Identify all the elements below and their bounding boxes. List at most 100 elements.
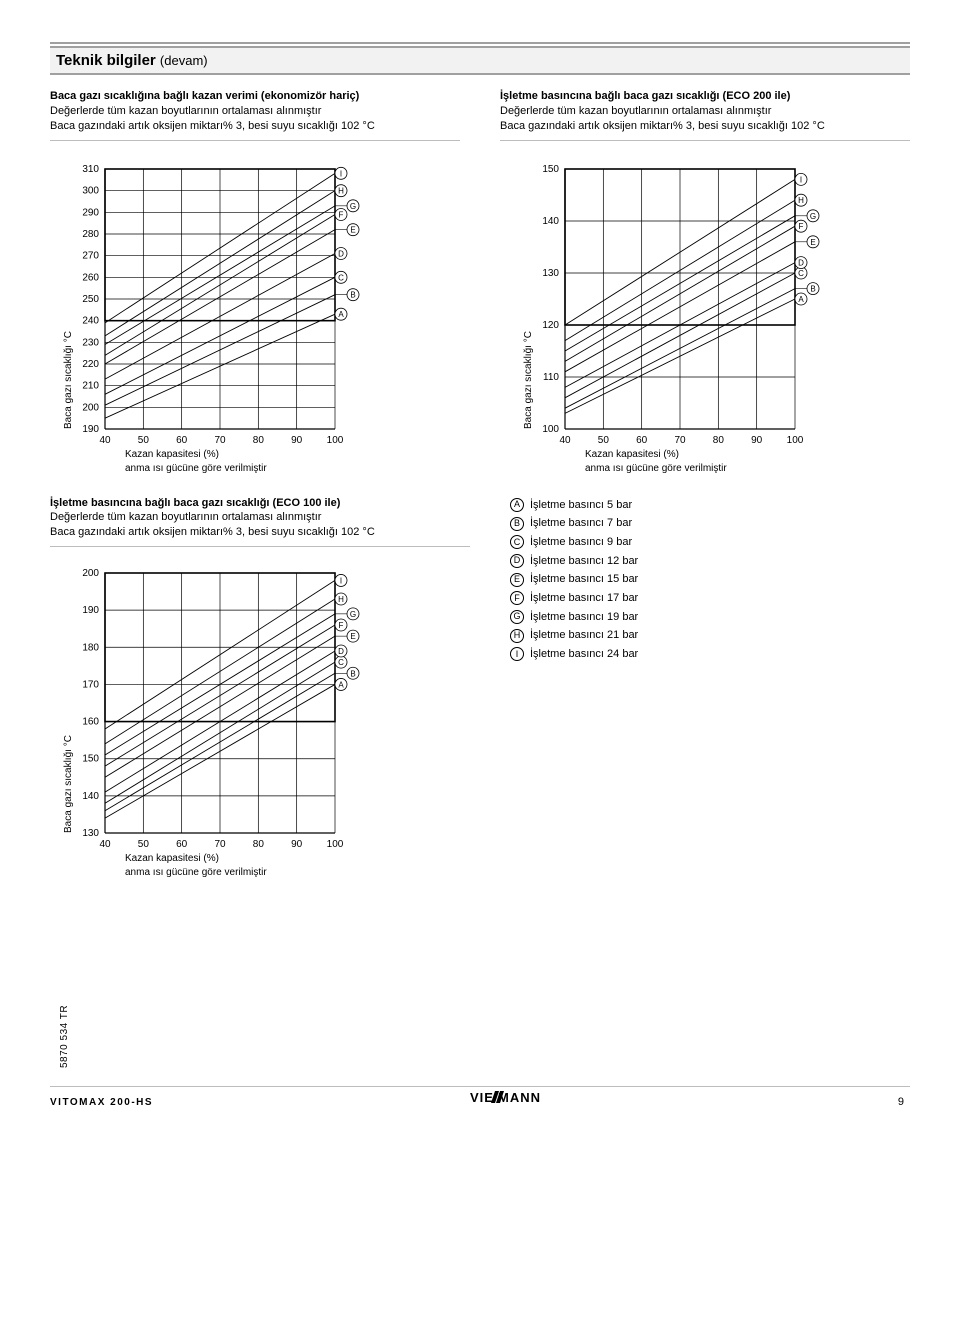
svg-text:100: 100 <box>327 839 344 850</box>
legend-text: İşletme basıncı 19 bar <box>530 608 638 627</box>
intro-block-2: İşletme basıncına bağlı baca gazı sıcakl… <box>500 89 910 134</box>
svg-text:260: 260 <box>82 272 99 283</box>
legend-text: İşletme basıncı 17 bar <box>530 589 638 608</box>
legend-key-icon: F <box>510 591 524 605</box>
legend-text: İşletme basıncı 12 bar <box>530 552 638 571</box>
svg-text:150: 150 <box>82 754 99 765</box>
b3-l1: İşletme basıncına bağlı baca gazı sıcakl… <box>50 496 470 511</box>
legend-row: B İşletme basıncı 7 bar <box>510 514 910 533</box>
svg-text:E: E <box>350 225 355 234</box>
chart-2: 150140130120110100405060708090100Kazan k… <box>510 159 930 482</box>
legend-key-icon: H <box>510 629 524 643</box>
legend-text: İşletme basıncı 21 bar <box>530 626 638 645</box>
svg-text:140: 140 <box>542 216 559 227</box>
sep <box>500 140 910 141</box>
svg-text:A: A <box>798 295 804 304</box>
svg-text:B: B <box>810 284 815 293</box>
svg-text:300: 300 <box>82 185 99 196</box>
svg-text:G: G <box>810 211 816 220</box>
svg-text:C: C <box>798 269 804 278</box>
svg-text:140: 140 <box>82 791 99 802</box>
b3-l2: Değerlerde tüm kazan boyutlarının ortala… <box>50 510 470 525</box>
svg-text:250: 250 <box>82 294 99 305</box>
svg-text:130: 130 <box>542 268 559 279</box>
legend-key-icon: B <box>510 517 524 531</box>
legend-row: Eİşletme basıncı 15 bar <box>510 570 910 589</box>
svg-text:Baca gazı sıcaklığı °C: Baca gazı sıcaklığı °C <box>523 331 534 429</box>
legend: A İşletme basıncı 5 bar B İşletme basıncı 7… <box>510 496 910 664</box>
sep <box>50 140 460 141</box>
svg-text:B: B <box>350 669 355 678</box>
footer: VITOMAX 200-HS VIE MANN 9 <box>50 1086 910 1108</box>
svg-text:170: 170 <box>82 679 99 690</box>
svg-text:I: I <box>340 576 342 585</box>
svg-text:80: 80 <box>253 435 265 446</box>
svg-text:C: C <box>338 273 344 282</box>
svg-text:H: H <box>798 196 804 205</box>
svg-text:160: 160 <box>82 717 99 728</box>
legend-key-icon: E <box>510 573 524 587</box>
svg-text:180: 180 <box>82 642 99 653</box>
svg-text:MANN: MANN <box>498 1090 541 1105</box>
svg-text:60: 60 <box>636 435 648 446</box>
svg-text:I: I <box>340 169 342 178</box>
svg-text:50: 50 <box>598 435 610 446</box>
svg-text:220: 220 <box>82 359 99 370</box>
svg-text:Kazan kapasitesi (%): Kazan kapasitesi (%) <box>125 853 219 864</box>
svg-text:40: 40 <box>99 839 111 850</box>
svg-text:130: 130 <box>82 828 99 839</box>
svg-text:50: 50 <box>138 839 150 850</box>
legend-key-icon: G <box>510 610 524 624</box>
legend-text: İşletme basıncı 9 bar <box>530 533 632 552</box>
legend-text: İşletme basıncı 7 bar <box>530 514 632 533</box>
svg-text:100: 100 <box>327 435 344 446</box>
legend-row: F İşletme basıncı 17 bar <box>510 589 910 608</box>
svg-text:Baca gazı sıcaklığı °C: Baca gazı sıcaklığı °C <box>63 735 74 833</box>
b1-l2: Değerlerde tüm kazan boyutlarının ortala… <box>50 104 460 119</box>
svg-text:200: 200 <box>82 568 99 579</box>
svg-text:110: 110 <box>543 372 559 383</box>
svg-text:anma ısı gücüne göre verilmişt: anma ısı gücüne göre verilmiştir <box>585 463 727 474</box>
svg-text:G: G <box>350 610 356 619</box>
svg-text:150: 150 <box>542 164 559 175</box>
legend-row: D İşletme basıncı 12 bar <box>510 552 910 571</box>
legend-key-icon: D <box>510 554 524 568</box>
svg-text:Kazan kapasitesi (%): Kazan kapasitesi (%) <box>125 449 219 460</box>
svg-text:I: I <box>800 175 802 184</box>
side-code: 5870 534 TR <box>59 1005 70 1068</box>
svg-text:D: D <box>338 647 344 656</box>
b2-l2: Değerlerde tüm kazan boyutlarının ortala… <box>500 104 910 119</box>
svg-text:anma ısı gücüne göre verilmişt: anma ısı gücüne göre verilmiştir <box>125 867 267 878</box>
svg-text:F: F <box>799 222 804 231</box>
svg-text:D: D <box>338 249 344 258</box>
svg-text:310: 310 <box>82 164 99 175</box>
svg-text:100: 100 <box>542 424 559 435</box>
legend-key-icon: A <box>510 498 524 512</box>
intro-block-1: Baca gazı sıcaklığına bağlı kazan verimi… <box>50 89 460 134</box>
svg-text:70: 70 <box>674 435 686 446</box>
svg-text:240: 240 <box>82 315 99 326</box>
svg-text:A: A <box>338 680 344 689</box>
legend-row: A İşletme basıncı 5 bar <box>510 496 910 515</box>
svg-text:C: C <box>338 658 344 667</box>
chart-3: 200190180170160150140130405060708090100K… <box>50 563 470 886</box>
svg-text:230: 230 <box>82 337 99 348</box>
svg-text:80: 80 <box>713 435 725 446</box>
legend-text: İşletme basıncı 24 bar <box>530 645 638 664</box>
svg-text:200: 200 <box>82 402 99 413</box>
legend-key-icon: C <box>510 535 524 549</box>
legend-text: İşletme basıncı 5 bar <box>530 496 632 515</box>
svg-text:100: 100 <box>787 435 804 446</box>
svg-text:Baca gazı sıcaklığı °C: Baca gazı sıcaklığı °C <box>63 331 74 429</box>
svg-text:60: 60 <box>176 839 188 850</box>
svg-text:70: 70 <box>214 839 226 850</box>
svg-text:120: 120 <box>542 320 559 331</box>
svg-text:F: F <box>339 210 344 219</box>
svg-text:210: 210 <box>82 380 99 391</box>
svg-text:90: 90 <box>291 435 303 446</box>
chart-1: 3103002902802702602502402302202102001904… <box>50 159 470 482</box>
svg-text:B: B <box>350 290 355 299</box>
section-subtitle: (devam) <box>160 53 208 68</box>
svg-text:270: 270 <box>82 250 99 261</box>
legend-row: C İşletme basıncı 9 bar <box>510 533 910 552</box>
